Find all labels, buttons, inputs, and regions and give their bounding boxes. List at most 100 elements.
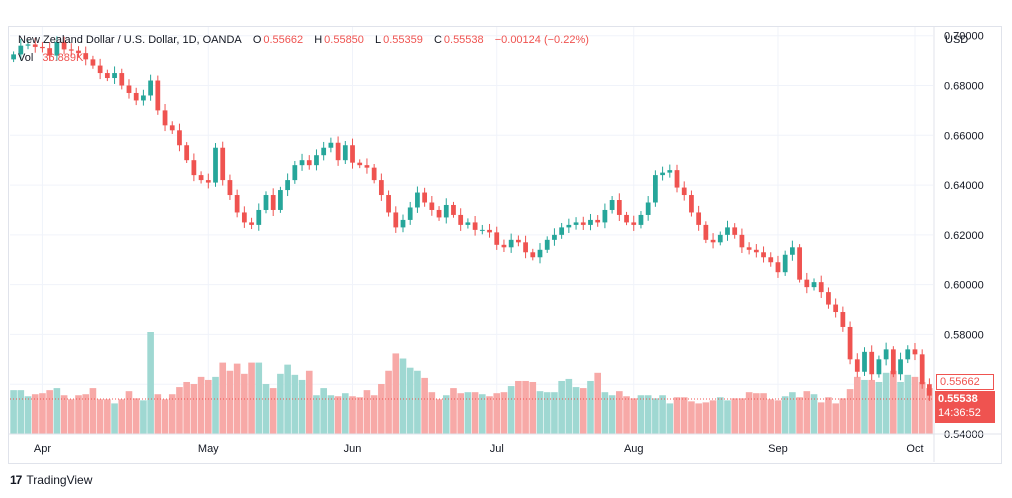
candle-body bbox=[919, 354, 925, 385]
volume-bar bbox=[594, 372, 601, 434]
candle-body bbox=[811, 282, 817, 288]
candle-body bbox=[696, 212, 702, 225]
candle-body bbox=[386, 195, 391, 213]
volume-bar bbox=[716, 397, 724, 434]
volume-bar bbox=[334, 396, 342, 434]
price-tick-label: 0.70000 bbox=[944, 31, 984, 43]
volume-bar bbox=[378, 384, 385, 434]
volume-bar bbox=[890, 370, 897, 434]
high-label: H bbox=[314, 34, 323, 46]
volume-bar bbox=[212, 376, 219, 434]
volume-bar bbox=[825, 397, 832, 434]
volume-bars bbox=[10, 332, 933, 434]
time-tick-label: Jul bbox=[490, 443, 504, 455]
volume-bar bbox=[853, 376, 861, 434]
volume-bar bbox=[39, 393, 46, 434]
volume-legend[interactable]: Vol 36.889K bbox=[18, 52, 85, 64]
candle-body bbox=[739, 234, 745, 248]
volume-bar bbox=[197, 376, 205, 434]
candle-body bbox=[530, 252, 536, 258]
candle-body bbox=[905, 349, 911, 360]
price-tick-label: 0.60000 bbox=[944, 280, 984, 292]
volume-bar bbox=[500, 392, 508, 434]
volume-bar bbox=[111, 403, 118, 434]
candle-body bbox=[220, 147, 226, 181]
volume-bar bbox=[558, 380, 565, 434]
volume-bar bbox=[601, 392, 609, 434]
footer-brand[interactable]: 17 TradingView bbox=[10, 473, 92, 487]
volume-bar bbox=[904, 374, 912, 434]
volume-bar bbox=[543, 392, 551, 434]
volume-bar bbox=[760, 393, 767, 434]
volume-bar bbox=[457, 393, 464, 434]
price-tick-label: 0.64000 bbox=[944, 180, 984, 192]
candle-body bbox=[508, 239, 514, 248]
volume-bar bbox=[313, 395, 320, 434]
volume-bar bbox=[385, 370, 392, 434]
volume-bar bbox=[53, 388, 61, 434]
volume-bar bbox=[320, 388, 327, 434]
candle-body bbox=[746, 247, 752, 250]
volume-bar bbox=[579, 388, 587, 434]
candle-body bbox=[169, 125, 175, 131]
symbol-legend[interactable]: New Zealand Dollar / U.S. Dollar, 1D, OA… bbox=[18, 34, 591, 46]
candle-body bbox=[241, 212, 247, 223]
candle-body bbox=[717, 234, 723, 243]
candle-body bbox=[573, 222, 579, 225]
candle-body bbox=[876, 359, 882, 375]
volume-bar bbox=[529, 381, 537, 434]
volume-bar bbox=[327, 395, 335, 434]
volume-bar bbox=[176, 387, 183, 434]
volume-bar bbox=[616, 391, 623, 434]
candle-body bbox=[595, 219, 601, 223]
last-price-tag: 0.55538 14:36:52 bbox=[935, 391, 995, 423]
volume-bar bbox=[132, 398, 140, 434]
volume-bar bbox=[659, 395, 666, 434]
volume-bar bbox=[637, 395, 645, 434]
candle-body bbox=[588, 219, 593, 225]
volume-bar bbox=[493, 393, 501, 434]
candle-body bbox=[898, 359, 903, 375]
candle-body bbox=[256, 209, 262, 225]
candle-body bbox=[833, 304, 839, 313]
candle-body bbox=[753, 249, 759, 253]
volume-bar bbox=[551, 392, 558, 434]
candle-body bbox=[184, 145, 190, 161]
volume-bar bbox=[406, 367, 414, 434]
candle-body bbox=[335, 142, 341, 161]
volume-bar bbox=[724, 400, 731, 434]
volume-bar bbox=[507, 386, 515, 434]
candle-body bbox=[11, 54, 16, 60]
volume-bar bbox=[442, 395, 450, 434]
volume-bar bbox=[82, 394, 90, 434]
change-value: −0.00124 (−0.22%) bbox=[494, 34, 589, 46]
volume-bar bbox=[753, 393, 760, 434]
volume-bar bbox=[817, 402, 825, 434]
price-tick-label: 0.54000 bbox=[944, 429, 984, 441]
candle-body bbox=[703, 224, 709, 240]
volume-bar bbox=[435, 399, 443, 434]
candle-body bbox=[768, 257, 774, 263]
volume-bar bbox=[471, 392, 479, 434]
price-tick-label: 0.62000 bbox=[944, 230, 984, 242]
candle-body bbox=[342, 145, 348, 161]
candle-body bbox=[804, 279, 810, 288]
candle-body bbox=[681, 187, 687, 196]
volume-bar bbox=[882, 372, 890, 434]
candle-body bbox=[148, 80, 153, 96]
volume-bar bbox=[918, 381, 926, 434]
high-value: 0.55850 bbox=[324, 34, 364, 46]
volume-bar bbox=[536, 391, 544, 434]
candle-body bbox=[314, 155, 319, 166]
candle-body bbox=[883, 349, 889, 360]
volume-bar bbox=[688, 401, 695, 434]
volume-bar bbox=[89, 388, 97, 434]
candle-body bbox=[674, 170, 680, 188]
candle-body bbox=[631, 222, 637, 225]
volume-bar bbox=[522, 380, 529, 434]
time-axis: Apr May Jun Jul Aug Sep Oct bbox=[34, 443, 924, 455]
candle-body bbox=[487, 229, 492, 233]
low-label: L bbox=[374, 34, 382, 46]
candle-body bbox=[890, 349, 896, 375]
